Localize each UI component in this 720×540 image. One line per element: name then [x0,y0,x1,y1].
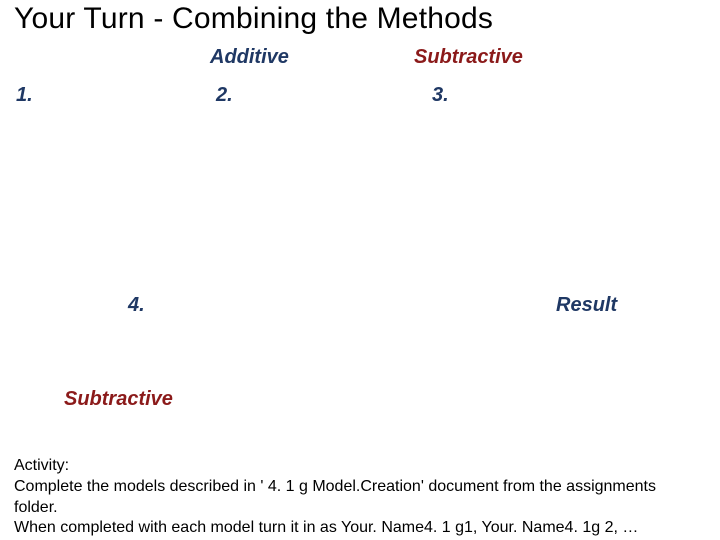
activity-text: Activity: Complete the models described … [14,456,704,539]
step-3: 3. [432,84,449,107]
subtractive-label-2: Subtractive [64,388,173,411]
step-4: 4. [128,294,145,317]
slide-title: Your Turn - Combining the Methods [14,2,493,36]
step-1: 1. [16,84,33,107]
step-2: 2. [216,84,233,107]
activity-label: Activity: [14,457,69,474]
result-label: Result [556,294,617,317]
activity-line1: Complete the models described in ' 4. 1 … [14,478,656,516]
activity-line2: When completed with each model turn it i… [14,519,638,536]
header-subtractive: Subtractive [414,46,523,69]
header-additive: Additive [210,46,289,69]
